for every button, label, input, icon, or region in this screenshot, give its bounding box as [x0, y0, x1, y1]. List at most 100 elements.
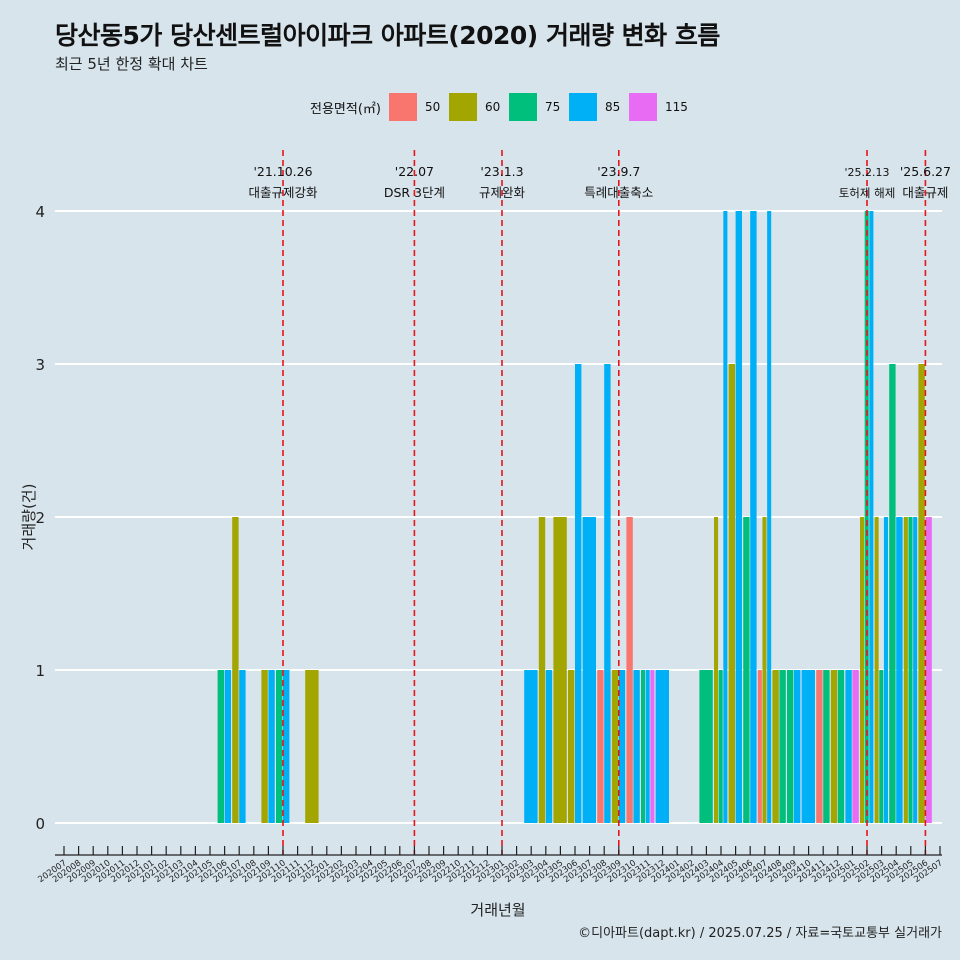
bar-202110-85 — [283, 670, 290, 823]
legend-item-75: 75 — [508, 93, 567, 121]
event-name-label: DSR 3단계 — [384, 185, 445, 200]
bar-202409-75 — [787, 670, 794, 823]
event-date-label: '22.07 — [395, 164, 434, 179]
bar-202109-60 — [261, 670, 268, 823]
bar-202504-85 — [896, 517, 903, 823]
source-caption: ©디아파트(dapt.kr) / 2025.07.25 / 자료=국토교통부 실… — [578, 926, 942, 941]
bar-202308-85 — [604, 364, 611, 823]
bar-202502-75 — [864, 211, 869, 823]
bar-202410-85 — [801, 670, 815, 823]
bar-202307-85 — [582, 517, 596, 823]
legend-item-115: 115 — [628, 93, 688, 121]
bar-202505-60 — [903, 517, 908, 823]
bar-202309-60 — [611, 670, 619, 823]
bar-202503-85 — [883, 517, 888, 823]
bar-202501-85 — [845, 670, 852, 823]
bars-group — [217, 211, 932, 823]
legend-item-60: 60 — [448, 93, 507, 121]
bar-202412-60 — [830, 670, 838, 823]
bar-202408-75 — [779, 670, 786, 823]
bar-202503-60 — [874, 517, 879, 823]
bar-202304-85 — [545, 670, 553, 823]
y-tick-label: 1 — [35, 662, 45, 680]
bar-202412-75 — [837, 670, 845, 823]
legend-swatch-75 — [508, 93, 537, 121]
legend-swatch-50 — [388, 93, 417, 121]
bar-202505-85 — [913, 517, 918, 823]
bar-202311-75 — [641, 670, 646, 823]
event-date-label: '21.10.26 — [253, 164, 312, 179]
bar-202107-60 — [232, 517, 239, 823]
bar-202311-115 — [650, 670, 655, 823]
bar-202506-60 — [918, 364, 925, 823]
bar-202408-60 — [772, 670, 779, 823]
bar-202107-85 — [239, 670, 246, 823]
legend-swatch-85 — [568, 93, 597, 121]
chart-subtitle: 최근 5년 한정 확대 차트 — [55, 55, 208, 73]
bar-202304-60 — [538, 517, 546, 823]
bar-202406-85 — [750, 211, 757, 823]
y-tick-label: 4 — [35, 203, 45, 221]
bar-202106-85 — [224, 670, 231, 823]
bar-202306-60 — [568, 670, 575, 823]
y-tick-label: 3 — [35, 356, 45, 374]
bar-202106-75 — [217, 670, 224, 823]
bar-202504-75 — [889, 364, 896, 823]
bar-202405-60 — [728, 364, 735, 823]
legend-swatch-115 — [628, 93, 657, 121]
bar-202310-50 — [626, 517, 633, 823]
event-name-label: 대출규제 — [902, 185, 948, 200]
legend-label-50: 50 — [424, 100, 441, 114]
bar-202308-50 — [597, 670, 604, 823]
bar-202305-60 — [553, 517, 567, 823]
bar-202309-85 — [618, 670, 626, 823]
legend-label-115: 115 — [664, 100, 688, 114]
bar-202502-60 — [860, 517, 865, 823]
bar-202112-60 — [305, 670, 319, 823]
legend-label-60: 60 — [484, 100, 501, 114]
bar-202403-75 — [699, 670, 713, 823]
legend-title: 전용면적(㎡) — [310, 101, 381, 117]
legend-label-75: 75 — [544, 100, 561, 114]
bar-202406-75 — [743, 517, 750, 823]
bar-202404-60 — [714, 517, 719, 823]
bar-202407-50 — [757, 670, 762, 823]
y-axis-label: 거래량(건) — [20, 484, 38, 551]
bar-202407-60 — [762, 517, 767, 823]
legend-label-85: 85 — [604, 100, 621, 114]
event-date-label: '23.1.3 — [480, 164, 523, 179]
bar-202303-85 — [524, 670, 538, 823]
legend-item-85: 85 — [568, 93, 627, 121]
bar-202404-85 — [723, 211, 728, 823]
x-axis-label: 거래년월 — [470, 901, 525, 919]
bar-202506-115 — [925, 517, 932, 823]
event-date-label: '23.9.7 — [597, 164, 640, 179]
event-date-label: '25.2.13 — [844, 166, 889, 179]
bar-202109-85 — [268, 670, 275, 823]
bar-202311-85 — [645, 670, 650, 823]
bar-202404-75 — [718, 670, 723, 823]
event-name-label: 특례대출축소 — [584, 185, 653, 200]
y-tick-label: 2 — [35, 509, 45, 527]
bar-202502-85 — [869, 211, 874, 823]
event-date-label: '25.6.27 — [900, 164, 951, 179]
y-tick-label: 0 — [35, 815, 45, 833]
bar-202409-85 — [794, 670, 801, 823]
event-markers: '21.10.26 대출규제강화 '22.07 DSR 3단계 '23.1.3 규제완화 '… — [248, 150, 951, 855]
bar-202407-85 — [767, 211, 772, 823]
chart-title: 당산동5가 당산센트럴아이파크 아파트(2020) 거래량 변화 흐름 — [55, 21, 720, 50]
event-name-label: 대출규제강화 — [248, 185, 318, 200]
bar-202310-85 — [633, 670, 640, 823]
bar-202110-75 — [276, 670, 283, 823]
bar-202411-75 — [823, 670, 830, 823]
legend: 전용면적(㎡) 50 60 75 85 115 — [310, 93, 690, 121]
bar-202312-85 — [655, 670, 669, 823]
bar-202306-85 — [575, 364, 582, 823]
event-name-label: 토허제 해제 — [839, 186, 896, 200]
bar-202503-75 — [879, 670, 884, 823]
bar-202501-115 — [852, 670, 859, 823]
event-name-label: 규제완화 — [479, 185, 526, 200]
bar-202405-85 — [735, 211, 742, 823]
bar-202505-75 — [908, 517, 913, 823]
